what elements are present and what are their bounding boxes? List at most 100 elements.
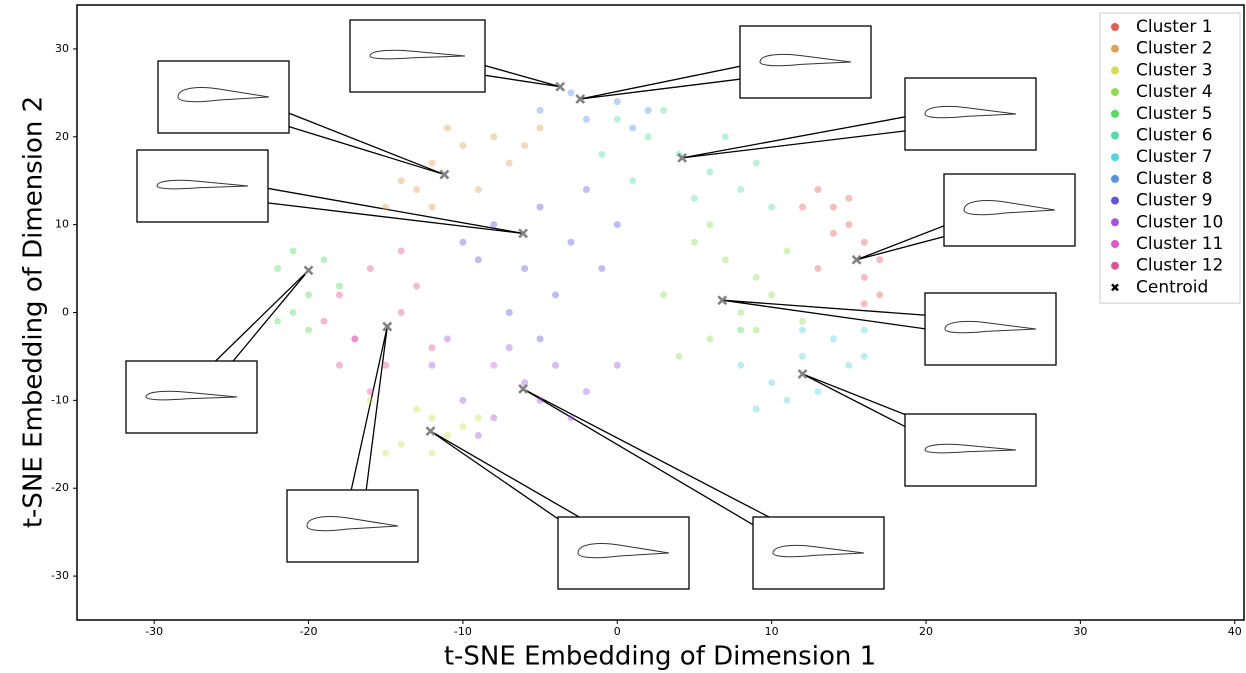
legend-label: Cluster 9 (1136, 191, 1213, 211)
airfoil (963, 200, 1056, 216)
x-tick-label: -20 (300, 625, 318, 638)
point (428, 449, 436, 457)
legend-label: Cluster 7 (1136, 147, 1213, 167)
point (490, 133, 498, 141)
point (397, 177, 405, 185)
point (289, 247, 297, 255)
point (413, 405, 421, 413)
y-tick-label: 30 (55, 42, 69, 55)
point (567, 414, 575, 422)
point (552, 361, 560, 369)
point (536, 106, 544, 114)
legend-label: Cluster 8 (1136, 169, 1213, 189)
legend-marker (1111, 240, 1119, 248)
point (660, 106, 668, 114)
point (536, 124, 544, 132)
point (351, 335, 359, 343)
y-axis-label: t-SNE Embedding of Dimension 2 (19, 96, 49, 528)
point (536, 203, 544, 211)
y-tick-label: -20 (51, 481, 69, 494)
airfoil (944, 320, 1037, 334)
point (845, 194, 853, 202)
point (783, 247, 791, 255)
point (660, 291, 668, 299)
legend-label: Cluster 1 (1136, 17, 1213, 37)
legend-marker (1111, 44, 1119, 53)
y-tick-label: 10 (55, 218, 69, 231)
point (474, 186, 482, 193)
airfoil (177, 87, 270, 103)
point (320, 256, 328, 264)
point (860, 273, 868, 281)
point (829, 229, 837, 237)
point (397, 440, 405, 448)
point (366, 388, 374, 396)
x-tick-label: 40 (1228, 625, 1242, 638)
point (613, 98, 621, 106)
point (598, 265, 606, 273)
point (335, 291, 343, 299)
airfoil (577, 543, 670, 559)
point (629, 124, 637, 132)
point (752, 273, 760, 281)
centroid (303, 265, 314, 276)
centroid (555, 81, 566, 92)
legend-label: Cluster 12 (1136, 256, 1223, 276)
point (443, 124, 451, 132)
legend-label: Cluster 5 (1136, 104, 1213, 124)
point (814, 186, 822, 193)
legend-marker (1111, 23, 1119, 31)
point (552, 291, 560, 299)
point (737, 186, 745, 193)
point (829, 203, 837, 211)
point (706, 221, 714, 229)
point (459, 238, 467, 246)
point (505, 344, 513, 352)
point (397, 309, 405, 316)
x-tick-label: 0 (614, 625, 621, 638)
point (690, 238, 698, 246)
point (305, 291, 313, 299)
point (505, 309, 513, 316)
point (582, 115, 590, 123)
point (382, 361, 390, 369)
point (274, 265, 282, 273)
point (397, 247, 405, 255)
centroid (425, 426, 436, 436)
legend-label: Cluster 10 (1136, 212, 1223, 232)
point (490, 361, 498, 369)
legend-box (1099, 12, 1241, 304)
point (721, 133, 729, 141)
legend-marker (1111, 109, 1119, 118)
x-tick-label: 30 (1073, 625, 1087, 638)
centroid (382, 321, 393, 332)
point (536, 335, 544, 343)
point (382, 203, 390, 211)
point (799, 317, 807, 325)
point (799, 326, 807, 334)
legend-label: Cluster 2 (1136, 39, 1213, 59)
centroid (518, 384, 528, 394)
point (613, 221, 621, 229)
point (351, 335, 359, 343)
legend-marker (1111, 88, 1119, 97)
point (706, 335, 714, 343)
point (860, 300, 868, 308)
y-tick-label: -30 (51, 569, 69, 582)
point (459, 142, 467, 150)
x-tick-label: -10 (454, 625, 472, 638)
point (474, 432, 482, 439)
airfoil (759, 53, 852, 67)
point (428, 414, 436, 422)
legend-label: Cluster 11 (1136, 234, 1223, 254)
legend-label: Cluster 4 (1136, 82, 1213, 102)
point (737, 361, 745, 369)
point (366, 396, 374, 404)
point (428, 361, 436, 369)
point (459, 423, 467, 431)
point (752, 159, 760, 167)
point (629, 177, 637, 185)
point (335, 361, 343, 369)
